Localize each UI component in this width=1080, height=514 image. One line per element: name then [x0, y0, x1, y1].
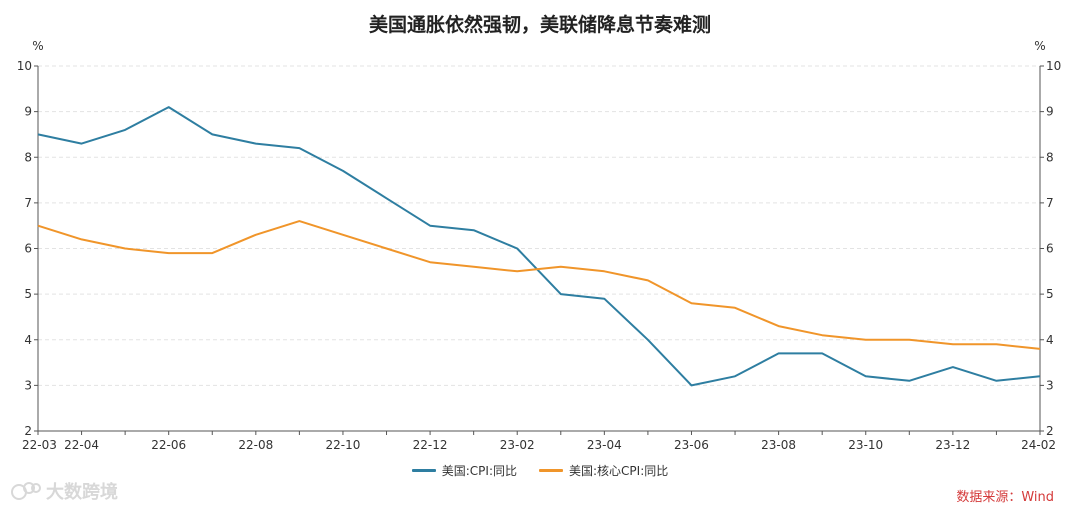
y-tick-label-right: 8: [1046, 150, 1054, 164]
y-tick-label-left: 2: [24, 424, 32, 438]
y-tick-label-left: 7: [24, 196, 32, 210]
y-tick-label-left: 5: [24, 287, 32, 301]
series-line-core-cpi: [37, 220, 1041, 350]
watermark-logo: 大数跨境: [10, 478, 118, 504]
x-tick-label: 23-12: [935, 438, 970, 452]
legend-swatch-core-cpi: [539, 469, 563, 472]
y-tick-label-right: 4: [1046, 333, 1054, 347]
x-tick-label: 23-06: [674, 438, 709, 452]
y-tick-label-left: 8: [24, 150, 32, 164]
y-tick-label-left: 4: [24, 333, 32, 347]
y-tick-label-right: 2: [1046, 424, 1054, 438]
x-tick-label: 22-10: [326, 438, 361, 452]
chart-title: 美国通胀依然强韧，美联储降息节奏难测: [368, 14, 711, 36]
y-tick-label-right: 6: [1046, 242, 1054, 256]
x-tick-label: 22-12: [413, 438, 448, 452]
x-tick-label: 23-04: [587, 438, 622, 452]
legend-label-cpi: 美国:CPI:同比: [441, 464, 517, 478]
series-line-cpi: [37, 106, 1041, 387]
chart-legend: 美国:CPI:同比 美国:核心CPI:同比: [0, 462, 1080, 479]
y-tick-label-right: 10: [1046, 59, 1061, 73]
x-tick-label: 22-06: [151, 438, 186, 452]
x-tick-label: 22-03: [22, 438, 57, 452]
y-unit-left: %: [32, 39, 43, 53]
legend-item-cpi[interactable]: 美国:CPI:同比: [411, 462, 517, 479]
x-tick-label: 23-10: [848, 438, 883, 452]
y-unit-right: %: [1034, 39, 1045, 53]
y-tick-label-right: 9: [1046, 105, 1054, 119]
x-tick-label: 22-04: [64, 438, 99, 452]
y-tick-label-right: 5: [1046, 287, 1054, 301]
y-tick-label-left: 9: [24, 105, 32, 119]
y-tick-label-right: 3: [1046, 378, 1054, 392]
x-tick-label: 24-02: [1021, 438, 1056, 452]
x-tick-label: 23-02: [500, 438, 535, 452]
watermark-text: 大数跨境: [46, 482, 118, 503]
legend-item-core-cpi[interactable]: 美国:核心CPI:同比: [539, 462, 668, 479]
y-tick-label-left: 3: [24, 378, 32, 392]
legend-swatch-cpi: [411, 469, 436, 472]
y-tick-label-left: 6: [24, 242, 32, 256]
line-chart: 2 2 3 3 4 4 5 5 6 6 7 7 8 8 9 9 10 10% % 22-03 22-04 22-06 22-…: [17, 39, 1062, 452]
y-tick-label-right: 7: [1046, 196, 1054, 210]
legend-label-core-cpi: 美国:核心CPI:同比: [569, 464, 669, 478]
x-tick-label: 22-08: [238, 438, 273, 452]
data-source: 数据来源：Wind: [956, 490, 1054, 505]
x-tick-label: 23-08: [761, 438, 796, 452]
y-tick-label-left: 10: [17, 59, 32, 73]
watermark-icon: [11, 482, 41, 500]
